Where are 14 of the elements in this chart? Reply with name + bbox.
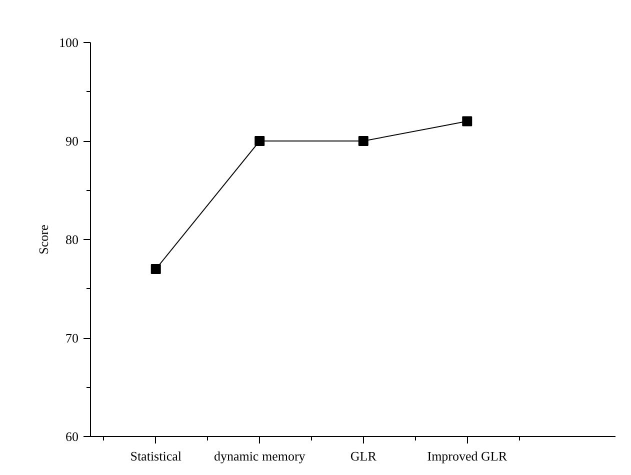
x-tick-label: GLR xyxy=(350,448,377,464)
point xyxy=(150,264,161,274)
y-tick-label: 70 xyxy=(66,330,78,346)
y-tick-label: 60 xyxy=(66,429,78,444)
x-tick-label: Improved GLR xyxy=(427,448,508,464)
y-tick-label: 100 xyxy=(59,35,78,50)
y-tick-label: 80 xyxy=(66,232,78,247)
point xyxy=(462,116,472,126)
x-tick-label: dynamic memory xyxy=(214,448,306,464)
point xyxy=(358,136,368,146)
x-tick-label: Statistical xyxy=(130,448,182,464)
point xyxy=(254,136,265,146)
y-tick-label: 90 xyxy=(66,134,78,148)
y-axis-title: Score xyxy=(36,224,51,254)
